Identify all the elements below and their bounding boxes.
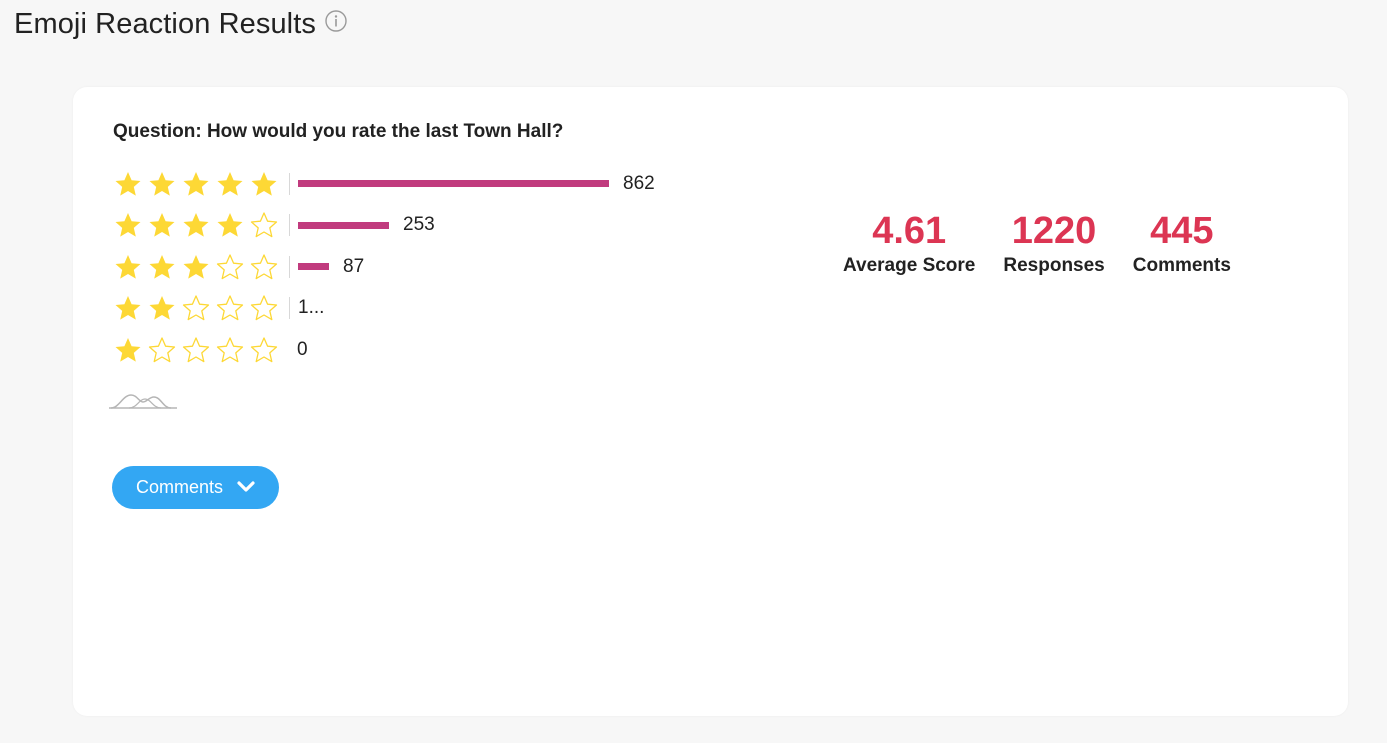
stat-value: 445 [1150, 210, 1214, 252]
info-icon[interactable] [325, 9, 347, 32]
star-rating [111, 210, 289, 240]
rating-row-5-stars: 862 [111, 163, 655, 205]
rating-count: 87 [343, 255, 365, 277]
star-filled-icon [145, 210, 179, 240]
rating-row-4-stars: 253 [111, 205, 655, 247]
star-rating [111, 335, 289, 365]
page-title: Emoji Reaction Results [14, 8, 316, 40]
rating-rows: 862 253 87 1... 0 [111, 163, 655, 371]
star-outline-icon [247, 293, 281, 323]
row-divider [289, 255, 290, 278]
rating-bar [298, 180, 609, 188]
star-filled-icon [179, 169, 213, 199]
row-divider [289, 172, 290, 195]
page-header: Emoji Reaction Results [14, 8, 347, 41]
stat-value: 4.61 [872, 210, 947, 252]
stat-responses: 1220 Responses [1003, 209, 1104, 277]
chevron-down-icon [237, 477, 255, 498]
star-outline-icon [145, 335, 179, 365]
rating-row-2-stars: 1... [111, 288, 655, 330]
star-filled-icon [145, 293, 179, 323]
star-filled-icon [247, 169, 281, 199]
rating-count: 0 [297, 338, 308, 360]
star-outline-icon [247, 210, 281, 240]
rating-count: 862 [623, 172, 655, 194]
rating-bar [298, 263, 329, 271]
stat-comments: 445 Comments [1133, 209, 1231, 277]
star-outline-icon [213, 252, 247, 282]
comments-button[interactable]: Comments [112, 466, 279, 509]
question-text: Question: How would you rate the last To… [113, 121, 564, 142]
star-filled-icon [111, 169, 145, 199]
stats-panel: 4.61 Average Score 1220 Responses 445 Co… [843, 209, 1259, 277]
star-filled-icon [213, 210, 247, 240]
star-filled-icon [179, 210, 213, 240]
stat-value: 1220 [1011, 210, 1097, 252]
row-divider [289, 297, 290, 320]
star-outline-icon [179, 293, 213, 323]
star-rating [111, 169, 289, 199]
comments-button-label: Comments [135, 477, 224, 497]
row-divider [289, 214, 290, 237]
star-filled-icon [111, 252, 145, 282]
stat-average-score: 4.61 Average Score [843, 209, 975, 277]
sparkline-icon[interactable] [109, 389, 179, 416]
star-rating [111, 293, 289, 323]
star-outline-icon [213, 335, 247, 365]
rating-row-3-stars: 87 [111, 246, 655, 288]
star-rating [111, 252, 289, 282]
star-filled-icon [213, 169, 247, 199]
star-outline-icon [247, 252, 281, 282]
rating-count: 1... [298, 297, 325, 319]
star-filled-icon [145, 252, 179, 282]
results-card: Question: How would you rate the last To… [73, 87, 1348, 716]
star-filled-icon [111, 210, 145, 240]
stat-label: Responses [1003, 255, 1105, 276]
stat-label: Average Score [843, 255, 976, 276]
star-filled-icon [179, 252, 213, 282]
stat-label: Comments [1132, 255, 1231, 276]
rating-count: 253 [403, 214, 435, 236]
rating-bar [298, 221, 389, 229]
star-outline-icon [247, 335, 281, 365]
star-outline-icon [213, 293, 247, 323]
star-filled-icon [111, 335, 145, 365]
rating-row-1-stars: 0 [111, 329, 655, 371]
star-filled-icon [145, 169, 179, 199]
star-outline-icon [179, 335, 213, 365]
star-filled-icon [111, 293, 145, 323]
